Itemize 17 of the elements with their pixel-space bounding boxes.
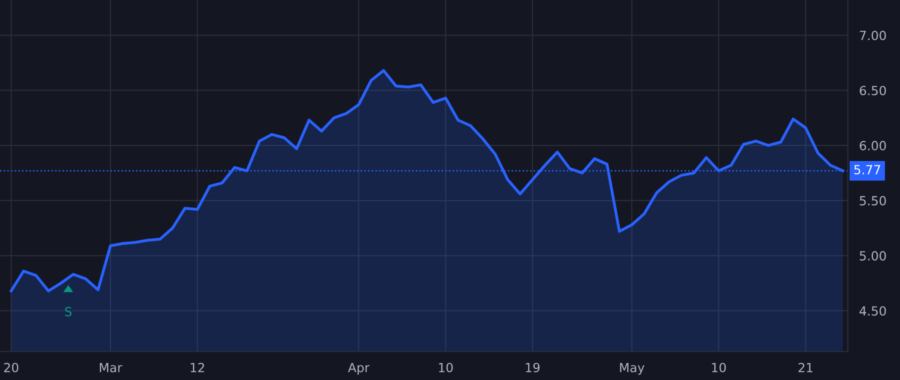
y-tick-label: 5.00 [860,251,886,261]
y-tick-label: 7.00 [860,30,886,40]
y-tick-label: 4.50 [860,306,886,316]
y-tick-label: 6.00 [860,140,886,150]
y-tick-label: 6.50 [860,86,886,96]
y-tick-label: 5.50 [860,196,886,206]
x-tick-label: 12 [190,362,204,372]
x-tick-label: 20 [4,362,18,372]
x-tick-label: 10 [712,362,726,372]
ref-line-label: 5.77 [854,165,880,174]
x-tick-label: May [620,362,644,375]
x-tick-label: 21 [798,362,812,372]
x-tick-label: Mar [100,362,122,372]
x-tick-label: 19 [526,362,540,372]
x-tick-label: 10 [439,362,453,372]
x-tick-label: Apr [348,362,370,375]
annotation: S [65,306,72,316]
